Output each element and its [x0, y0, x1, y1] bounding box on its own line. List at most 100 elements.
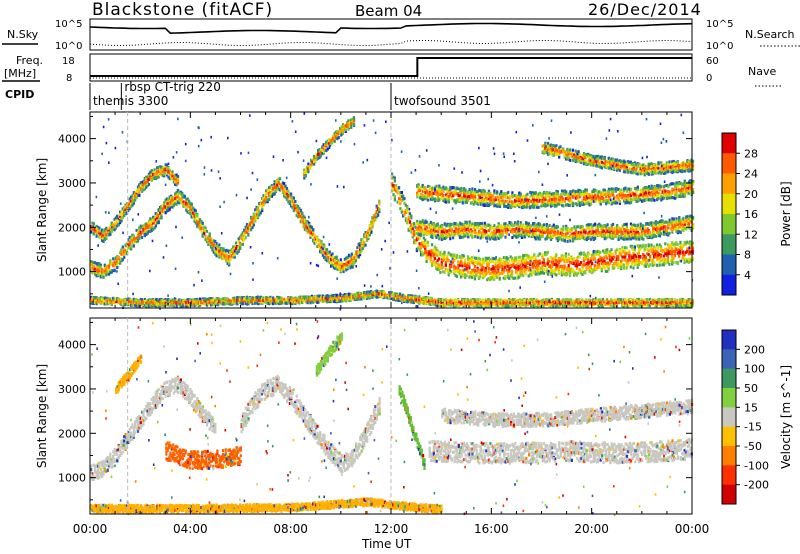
- range-gate-cell: [171, 174, 174, 178]
- range-gate-cell: [196, 214, 199, 217]
- range-gate-cell: [302, 224, 305, 228]
- range-gate-cell: [374, 218, 377, 222]
- range-gate-cell: [174, 180, 177, 184]
- range-gate-cell: [176, 188, 180, 192]
- range-gate-cell: [306, 229, 309, 232]
- range-gate-cell: [668, 262, 671, 266]
- range-gate-cell: [310, 164, 313, 168]
- range-gate-cell: [295, 209, 298, 212]
- range-gate-cell: [101, 271, 104, 274]
- range-gate-cell: [142, 183, 145, 187]
- range-gate-cell: [178, 201, 181, 205]
- range-gate-cell: [171, 195, 174, 199]
- range-gate-cell: [283, 185, 286, 189]
- range-gate-cell: [124, 208, 127, 212]
- range-gate-cell: [112, 261, 115, 265]
- range-gate-cell: [102, 275, 105, 279]
- range-gate-cell: [333, 133, 336, 137]
- range-gate-cell: [116, 255, 119, 259]
- range-gate-cell: [315, 157, 318, 161]
- range-gate-cell: [212, 243, 215, 247]
- range-gate-cell: [363, 241, 366, 245]
- range-gate-cell: [176, 181, 180, 185]
- range-gate-cell: [142, 228, 145, 232]
- range-gate-cell: [320, 245, 323, 249]
- range-gate-cell: [344, 128, 347, 132]
- range-gate-cell: [232, 255, 235, 259]
- range-gate-cell: [277, 187, 280, 191]
- range-gate-cell: [425, 241, 428, 245]
- range-gate-cell: [404, 203, 407, 207]
- range-gate-cell: [274, 184, 278, 187]
- range-gate-cell: [370, 220, 373, 224]
- range-gate-cell: [106, 271, 109, 275]
- range-gate-cell: [365, 231, 369, 235]
- range-gate-cell: [516, 272, 519, 276]
- range-gate-cell: [474, 235, 477, 239]
- range-gate-cell: [265, 189, 268, 193]
- range-gate-cell: [102, 269, 105, 273]
- range-gate-cell: [94, 267, 97, 271]
- range-gate-cell: [248, 221, 251, 225]
- range-gate-cell: [185, 208, 188, 212]
- range-gate-cell: [328, 250, 331, 254]
- range-gate-cell: [475, 274, 478, 277]
- range-gate-cell: [110, 261, 113, 265]
- range-gate-cell: [124, 251, 127, 255]
- range-gate-cell: [306, 221, 309, 225]
- range-gate-cell: [453, 258, 456, 262]
- range-gate-cell: [172, 201, 175, 205]
- range-gate-cell: [404, 217, 407, 221]
- freq-series: [90, 57, 692, 77]
- range-gate-cell: [473, 277, 476, 281]
- range-gate-cell: [290, 192, 293, 196]
- range-gate-cell: [473, 268, 476, 272]
- range-gate-cell: [221, 248, 224, 251]
- range-gate-cell: [336, 134, 339, 138]
- range-gate-cell: [413, 223, 416, 227]
- range-gate-cell: [139, 184, 142, 188]
- range-gate-cell: [350, 265, 353, 269]
- range-gate-cell: [555, 273, 558, 277]
- range-gate-cell: [512, 224, 515, 228]
- range-gate-cell: [411, 233, 414, 237]
- range-gate-cell: [288, 202, 291, 206]
- range-gate-cell: [159, 211, 162, 215]
- range-gate-cell: [163, 172, 166, 176]
- range-gate-cell: [428, 252, 431, 256]
- range-gate-cell: [165, 166, 169, 170]
- range-gate-cell: [92, 267, 95, 271]
- range-gate-cell: [433, 253, 436, 256]
- range-gate-cell: [176, 179, 180, 182]
- range-gate-cell: [336, 267, 340, 271]
- range-gate-cell: [131, 201, 134, 205]
- range-gate-cell: [403, 197, 406, 201]
- range-gate-cell: [164, 171, 167, 175]
- range-gate-cell: [432, 259, 435, 263]
- range-gate-cell: [241, 234, 244, 238]
- range-gate-cell: [303, 176, 306, 180]
- range-gate-cell: [328, 253, 331, 257]
- range-gate-cell: [103, 237, 106, 240]
- range-gate-cell: [138, 227, 141, 231]
- range-gate-cell: [318, 152, 321, 156]
- range-gate-cell: [123, 248, 126, 252]
- range-gate-cell: [437, 263, 441, 267]
- range-gate-cell: [335, 257, 338, 261]
- range-gate-cell: [464, 275, 467, 279]
- range-gate-cell: [466, 257, 470, 261]
- range-gate-cell: [135, 239, 138, 243]
- range-gate-cell: [103, 267, 106, 271]
- range-gate-cell: [443, 250, 446, 254]
- range-gate-cell: [391, 182, 394, 186]
- range-gate-cell: [174, 195, 177, 199]
- range-gate-cell: [106, 264, 109, 268]
- range-gate-cell: [357, 251, 360, 255]
- range-gate-cell: [211, 239, 214, 243]
- range-gate-cell: [116, 266, 119, 269]
- range-gate-cell: [197, 222, 200, 226]
- range-gate-cell: [471, 260, 474, 264]
- range-gate-cell: [172, 180, 175, 184]
- range-gate-cell: [124, 205, 127, 209]
- range-gate-cell: [450, 222, 453, 226]
